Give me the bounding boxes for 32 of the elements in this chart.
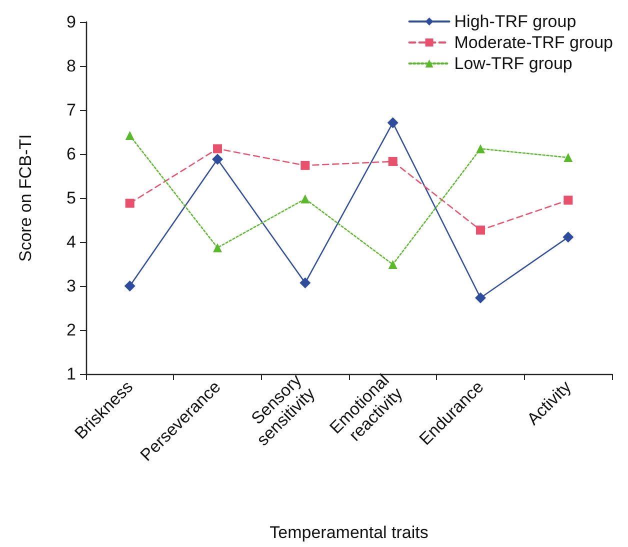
x-axis-title: Temperamental traits (270, 523, 428, 542)
y-tick-label: 4 (66, 232, 76, 252)
point (387, 117, 398, 128)
point (564, 196, 573, 205)
point (124, 280, 136, 292)
point (125, 198, 134, 208)
y-tick-label: 6 (66, 144, 76, 164)
point (300, 194, 310, 204)
point (125, 131, 134, 140)
y-tick-label: 1 (66, 364, 76, 384)
y-axis-title: Score on FCB-TI (16, 134, 35, 262)
point (213, 243, 222, 252)
y-tick-label: 8 (66, 56, 76, 76)
point (213, 144, 222, 154)
legend-label: Low-TRF group (454, 54, 572, 73)
y-tick-label: 5 (66, 188, 76, 208)
legend-label: High-TRF group (454, 12, 576, 31)
y-tick-label: 3 (66, 276, 76, 296)
point (388, 260, 398, 269)
point (564, 153, 573, 162)
point (300, 160, 310, 170)
point (476, 144, 485, 154)
legend-label: Moderate-TRF group (454, 33, 614, 52)
point (300, 277, 311, 288)
point (475, 292, 486, 304)
point (388, 156, 398, 166)
point (212, 154, 223, 165)
point (476, 226, 485, 235)
y-tick-label: 7 (66, 100, 76, 120)
y-tick-label: 2 (66, 320, 76, 340)
y-tick-label: 9 (66, 12, 76, 32)
point (562, 232, 574, 243)
